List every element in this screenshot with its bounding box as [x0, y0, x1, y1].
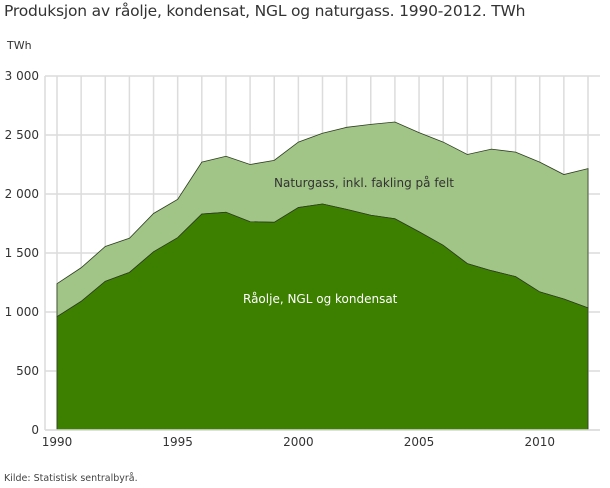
chart-title: Produksjon av råolje, kondensat, NGL og …: [4, 2, 526, 20]
y-tick-label: 1 000: [5, 305, 39, 319]
x-tick-label: 2005: [404, 435, 435, 449]
x-tick-label: 2010: [524, 435, 555, 449]
oil-area-series: [56, 203, 589, 431]
y-tick-label: 3 000: [5, 69, 39, 83]
y-tick-label: 500: [16, 364, 39, 378]
gas-series-label: Naturgass, inkl. fakling på felt: [274, 176, 454, 190]
oil-series-label: Råolje, NGL og kondensat: [243, 292, 398, 306]
y-tick-label: 2 500: [5, 128, 39, 142]
y-tick-label: 0: [31, 423, 39, 437]
x-tick-label: 2000: [283, 435, 314, 449]
x-axis-ticks: 1990 1995 2000 2005 2010: [42, 435, 555, 449]
y-tick-label: 2 000: [5, 187, 39, 201]
x-tick-label: 1995: [162, 435, 193, 449]
y-axis-ticks: 0 500 1 000 1 500 2 000 2 500 3 000: [5, 69, 39, 437]
y-axis-unit-label: TWh: [7, 39, 32, 52]
x-tick-label: 1990: [42, 435, 73, 449]
source-note: Kilde: Statistisk sentralbyrå.: [4, 473, 138, 484]
y-tick-label: 1 500: [5, 246, 39, 260]
